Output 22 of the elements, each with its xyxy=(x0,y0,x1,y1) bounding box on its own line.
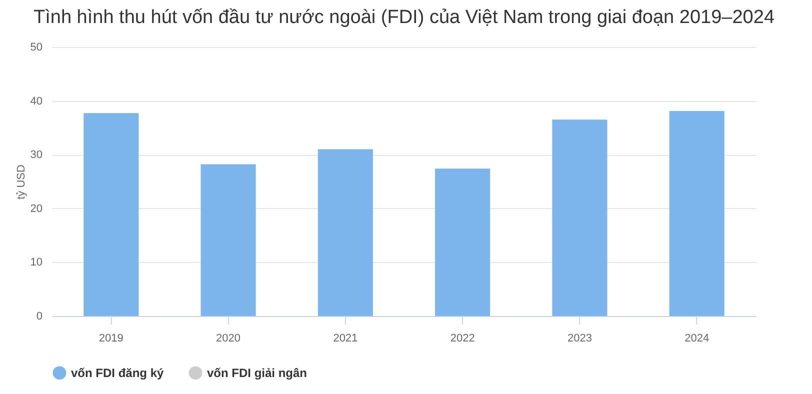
chart-title: Tình hình thu hút vốn đầu tư nước ngoài (FDI) của Việt Nam trong giai đoạn 2019–2024 xyxy=(33,7,775,28)
x-tick-label: 2019 xyxy=(98,332,124,344)
y-tick-label: 30 xyxy=(30,149,42,162)
bar xyxy=(200,164,256,316)
y-tick-label: 20 xyxy=(30,202,42,215)
bar xyxy=(552,120,608,316)
bar xyxy=(318,149,373,316)
bar xyxy=(669,111,724,316)
y-tick-label: 10 xyxy=(30,256,42,269)
y-tick-label: 50 xyxy=(30,42,42,54)
legend-label: vốn FDI giải ngân xyxy=(207,366,308,380)
x-tick-label: 2022 xyxy=(450,332,475,344)
bar xyxy=(84,113,139,316)
y-axis-title: tỷ USD xyxy=(15,164,28,200)
y-tick-label: 0 xyxy=(36,310,42,322)
x-tick-label: 2024 xyxy=(684,332,710,344)
y-tick-label: 40 xyxy=(30,95,42,108)
x-tick-label: 2023 xyxy=(567,332,592,344)
x-tick-label: 2020 xyxy=(216,332,241,344)
legend-label: vốn FDI đăng ký xyxy=(71,366,164,380)
bar xyxy=(435,168,490,316)
x-tick-label: 2021 xyxy=(333,332,358,344)
